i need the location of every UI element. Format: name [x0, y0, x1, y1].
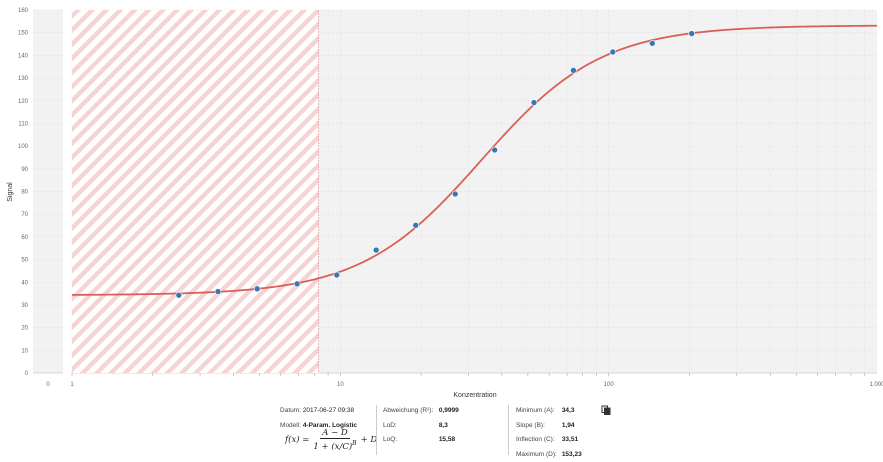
separator: [376, 405, 377, 455]
maximum-label: Maximum (D):: [516, 448, 560, 462]
y-axis-title: Signal: [7, 182, 14, 202]
data-point: [689, 31, 695, 37]
separator: [508, 405, 509, 455]
formula-tail: + D: [361, 433, 378, 448]
data-point: [334, 272, 340, 278]
data-point: [215, 289, 221, 295]
y-tick-label: 20: [21, 326, 28, 332]
y-tick-label: 0: [25, 371, 29, 377]
slope-label: Slope (B):: [516, 419, 560, 434]
data-point: [610, 49, 616, 55]
info-col-2: Abweichung (R²): 0,9999 LoD: 8,3 LoQ: 15…: [383, 404, 459, 448]
data-point: [254, 286, 260, 292]
formula-fraction: A − D 1 + (x/C)B: [311, 429, 358, 452]
formula-den-base: 1 + (x/C): [313, 442, 352, 452]
loq-label: LoQ:: [383, 433, 437, 448]
maximum-value: 153,23: [562, 448, 582, 462]
x-tick-label: 10: [337, 382, 344, 388]
data-point: [294, 281, 300, 287]
y-tick-label: 120: [18, 99, 29, 105]
y-tick-label: 110: [18, 121, 28, 127]
x-axis-title: Konzentration: [453, 392, 496, 399]
x-ticks: 1 10 100 1.000: [70, 382, 883, 388]
data-point: [531, 100, 537, 106]
copy-icon[interactable]: [601, 405, 611, 415]
x-tick-label: 1.000: [869, 382, 883, 388]
formula-lhs: f(x) =: [285, 433, 309, 448]
y-tick-label: 80: [21, 190, 28, 196]
data-point: [413, 222, 419, 228]
minimum-value: 34,3: [562, 404, 575, 419]
formula: f(x) = A − D 1 + (x/C)B + D: [285, 433, 377, 448]
left-axis-label: 0: [46, 382, 50, 388]
excluded-region: [72, 10, 319, 373]
y-tick-label: 10: [21, 348, 28, 354]
data-point: [570, 67, 576, 73]
y-tick-label: 160: [18, 8, 29, 14]
y-ticks: 0 10 20 30 40 50 60 70 80 90 100 110 120 130 140 150 160: [18, 8, 29, 377]
y-tick-label: 130: [18, 76, 29, 82]
inflection-label: Inflection (C):: [516, 433, 560, 448]
y-tick-label: 50: [21, 258, 28, 264]
datum-value: 2017-06-27 09:38: [303, 404, 354, 419]
abweichung-value: 0,9999: [439, 404, 459, 419]
y-tick-label: 60: [21, 235, 28, 241]
inflection-value: 33,51: [562, 433, 578, 448]
data-point: [176, 292, 182, 298]
slope-value: 1,94: [562, 419, 575, 434]
y-tick-label: 150: [18, 31, 29, 37]
formula-den-exp: B: [352, 440, 356, 447]
minimum-label: Minimum (A):: [516, 404, 560, 419]
data-point: [649, 40, 655, 46]
loq-value: 15,58: [439, 433, 455, 448]
datum-label: Datum:: [265, 404, 301, 419]
abweichung-label: Abweichung (R²):: [383, 404, 437, 419]
info-col-1: Datum: 2017-06-27 09:38 Modell: 4-Param.…: [265, 404, 377, 448]
data-point: [492, 147, 498, 153]
y-tick-label: 90: [21, 167, 28, 173]
formula-numerator: A − D: [320, 429, 349, 439]
y-tick-label: 140: [18, 53, 29, 59]
x-tick-label: 100: [604, 382, 615, 388]
y-tick-label: 100: [18, 144, 29, 150]
lod-label: LoD:: [383, 419, 437, 434]
formula-denominator: 1 + (x/C)B: [311, 439, 358, 452]
info-col-3: Minimum (A): 34,3 Slope (B): 1,94 Inflec…: [516, 404, 582, 462]
y-tick-label: 40: [21, 280, 28, 286]
lod-value: 8,3: [439, 419, 448, 434]
chart: 0102030405060708090100110120130140150160…: [0, 0, 883, 400]
modell-label: Modell:: [265, 419, 301, 434]
y-tick-label: 70: [21, 212, 28, 218]
y-tick-label: 30: [21, 303, 28, 309]
data-point: [373, 247, 379, 253]
x-tick-label: 1: [70, 382, 74, 388]
data-point: [452, 191, 458, 197]
